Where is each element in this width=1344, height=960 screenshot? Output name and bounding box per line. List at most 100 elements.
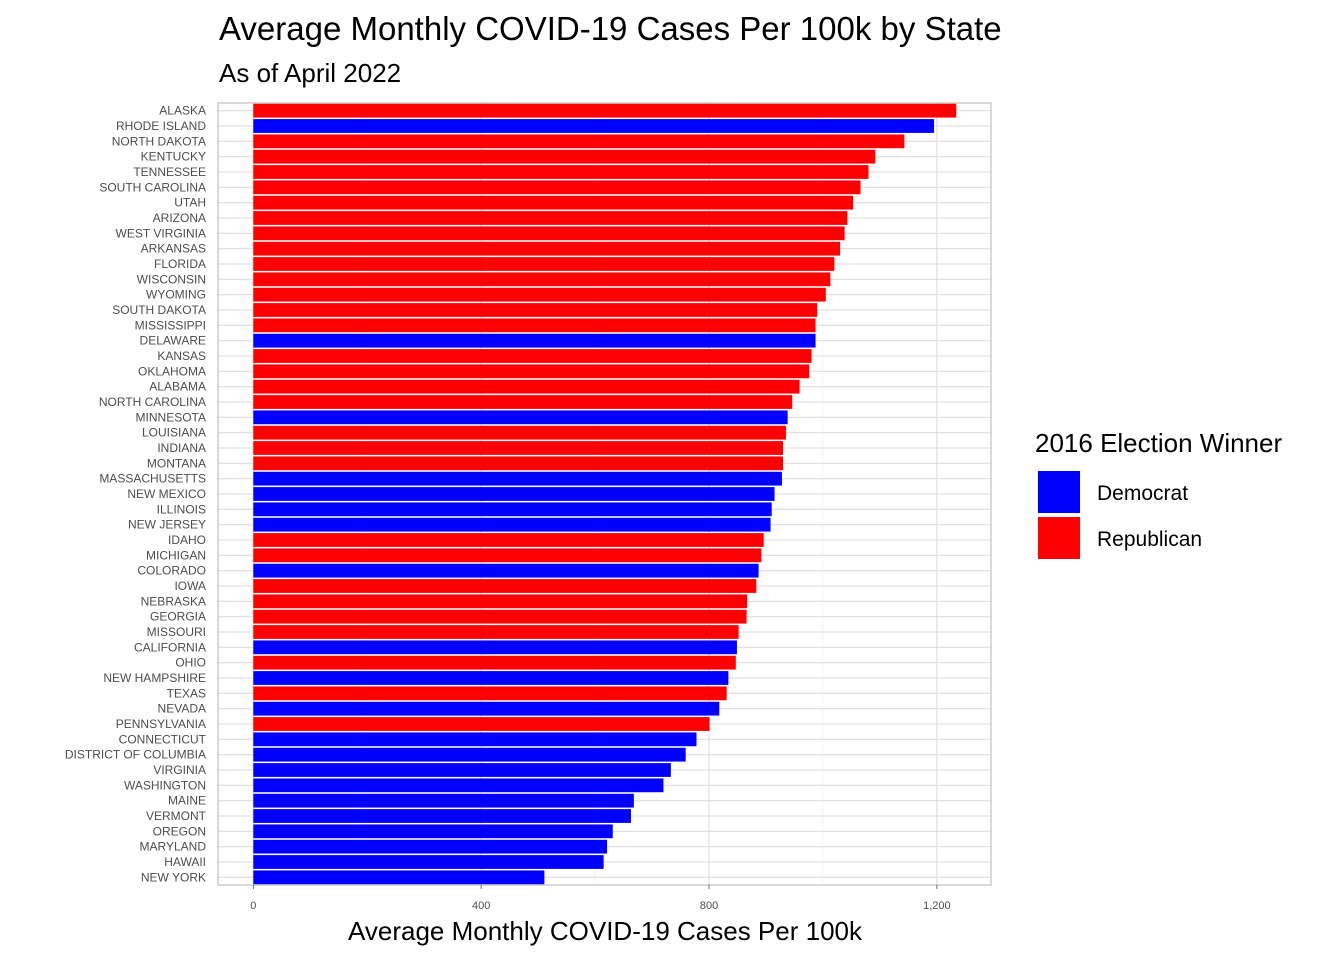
bar-ohio	[253, 655, 736, 670]
y-tick-label: OHIO	[175, 656, 206, 670]
x-tick-label: 800	[700, 900, 718, 912]
bars	[253, 103, 957, 885]
bar-tennessee	[253, 165, 869, 179]
bar-massachusetts	[253, 471, 782, 486]
bar-alabama	[253, 379, 800, 394]
bar-north-dakota	[253, 134, 905, 149]
y-tick-label: MARYLAND	[140, 840, 207, 854]
y-tick-label: HAWAII	[164, 855, 206, 869]
bar-north-carolina	[253, 395, 793, 409]
bar-wyoming	[253, 287, 826, 302]
bar-new-jersey	[253, 517, 771, 532]
y-tick-label: WASHINGTON	[124, 778, 206, 792]
y-tick-label: VERMONT	[146, 809, 207, 823]
x-axis-label: Average Monthly COVID-19 Cases Per 100k	[348, 916, 863, 946]
bar-iowa	[253, 579, 757, 593]
bar-west-virginia	[253, 226, 845, 241]
bar-louisiana	[253, 425, 786, 440]
y-tick-label: SOUTH DAKOTA	[112, 303, 206, 317]
legend-label-republican: Republican	[1097, 528, 1202, 551]
y-tick-label: NEW MEXICO	[127, 487, 206, 501]
bar-virginia	[253, 763, 671, 777]
y-tick-label: VIRGINIA	[153, 763, 206, 777]
bar-colorado	[253, 563, 759, 578]
y-tick-label: NEW JERSEY	[128, 518, 206, 532]
y-tick-label: MISSISSIPPI	[135, 318, 206, 332]
y-tick-label: TEXAS	[167, 686, 206, 700]
x-tick-label: 1,200	[923, 900, 951, 912]
y-tick-label: MASSACHUSETTS	[99, 472, 206, 486]
legend-title: 2016 Election Winner	[1035, 428, 1282, 458]
bar-idaho	[253, 533, 764, 547]
bar-oklahoma	[253, 364, 810, 379]
y-tick-label: CALIFORNIA	[134, 640, 206, 654]
bar-kentucky	[253, 149, 876, 164]
y-tick-label: ARIZONA	[153, 211, 206, 225]
bar-arizona	[253, 211, 848, 225]
x-tick-label: 400	[472, 900, 490, 912]
bar-south-carolina	[253, 180, 861, 195]
y-tick-label: OKLAHOMA	[138, 364, 206, 378]
y-tick-label: ILLINOIS	[157, 502, 206, 516]
y-tick-label: ALASKA	[159, 104, 206, 118]
bar-vermont	[253, 809, 631, 823]
y-tick-label: KANSAS	[157, 349, 206, 363]
legend-swatch-democrat	[1038, 471, 1080, 513]
y-tick-label: PENNSYLVANIA	[116, 717, 206, 731]
bar-south-dakota	[253, 303, 818, 317]
bar-wisconsin	[253, 272, 831, 287]
y-tick-label: UTAH	[174, 196, 206, 210]
bar-georgia	[253, 609, 747, 624]
bar-hawaii	[253, 855, 604, 869]
y-tick-label: NORTH CAROLINA	[99, 395, 206, 409]
bar-delaware	[253, 333, 816, 348]
bar-new-hampshire	[253, 671, 729, 685]
y-tick-label: DISTRICT OF COLUMBIA	[65, 748, 206, 762]
y-tick-label: ARKANSAS	[141, 242, 206, 256]
chart-subtitle: As of April 2022	[219, 58, 401, 88]
y-tick-label: NEW HAMPSHIRE	[103, 671, 206, 685]
y-tick-label: FLORIDA	[154, 257, 206, 271]
bar-new-mexico	[253, 487, 775, 501]
bar-texas	[253, 686, 727, 701]
y-tick-label: NEVADA	[158, 702, 206, 716]
bar-maine	[253, 793, 634, 808]
x-tick-label: 0	[250, 900, 256, 912]
legend-label-democrat: Democrat	[1097, 482, 1188, 505]
y-tick-label: TENNESSEE	[133, 165, 206, 179]
x-tick-labels: 0 400 800 1,200	[250, 885, 951, 912]
bar-alaska	[253, 103, 957, 118]
y-tick-label: GEORGIA	[150, 610, 206, 624]
bar-washington	[253, 778, 664, 793]
bar-indiana	[253, 441, 784, 455]
panel-border	[217, 102, 992, 886]
y-tick-label: IDAHO	[168, 533, 206, 547]
y-tick-label: MINNESOTA	[136, 410, 206, 424]
y-tick-label: OREGON	[153, 824, 206, 838]
y-tick-label: LOUISIANA	[142, 426, 206, 440]
y-tick-label: NORTH DAKOTA	[112, 134, 206, 148]
y-tick-label: CONNECTICUT	[119, 732, 207, 746]
y-tick-label: SOUTH CAROLINA	[99, 180, 206, 194]
y-tick-label: DELAWARE	[140, 334, 206, 348]
y-tick-label: WYOMING	[146, 288, 206, 302]
y-tick-label: NEW YORK	[141, 870, 206, 884]
bar-michigan	[253, 548, 762, 563]
y-tick-label: KENTUCKY	[141, 150, 206, 164]
y-tick-label: COLORADO	[137, 564, 206, 578]
y-tick-label: MONTANA	[147, 456, 206, 470]
bar-kansas	[253, 349, 812, 363]
bar-minnesota	[253, 410, 788, 425]
bar-missouri	[253, 625, 739, 639]
bar-nebraska	[253, 594, 748, 609]
bar-florida	[253, 257, 835, 271]
legend-swatch-republican	[1038, 517, 1080, 559]
y-tick-label: MAINE	[168, 794, 206, 808]
y-tick-label: INDIANA	[157, 441, 206, 455]
chart-title: Average Monthly COVID-19 Cases Per 100k …	[219, 10, 1002, 47]
y-tick-label: IOWA	[174, 579, 206, 593]
y-tick-label: ALABAMA	[149, 380, 206, 394]
